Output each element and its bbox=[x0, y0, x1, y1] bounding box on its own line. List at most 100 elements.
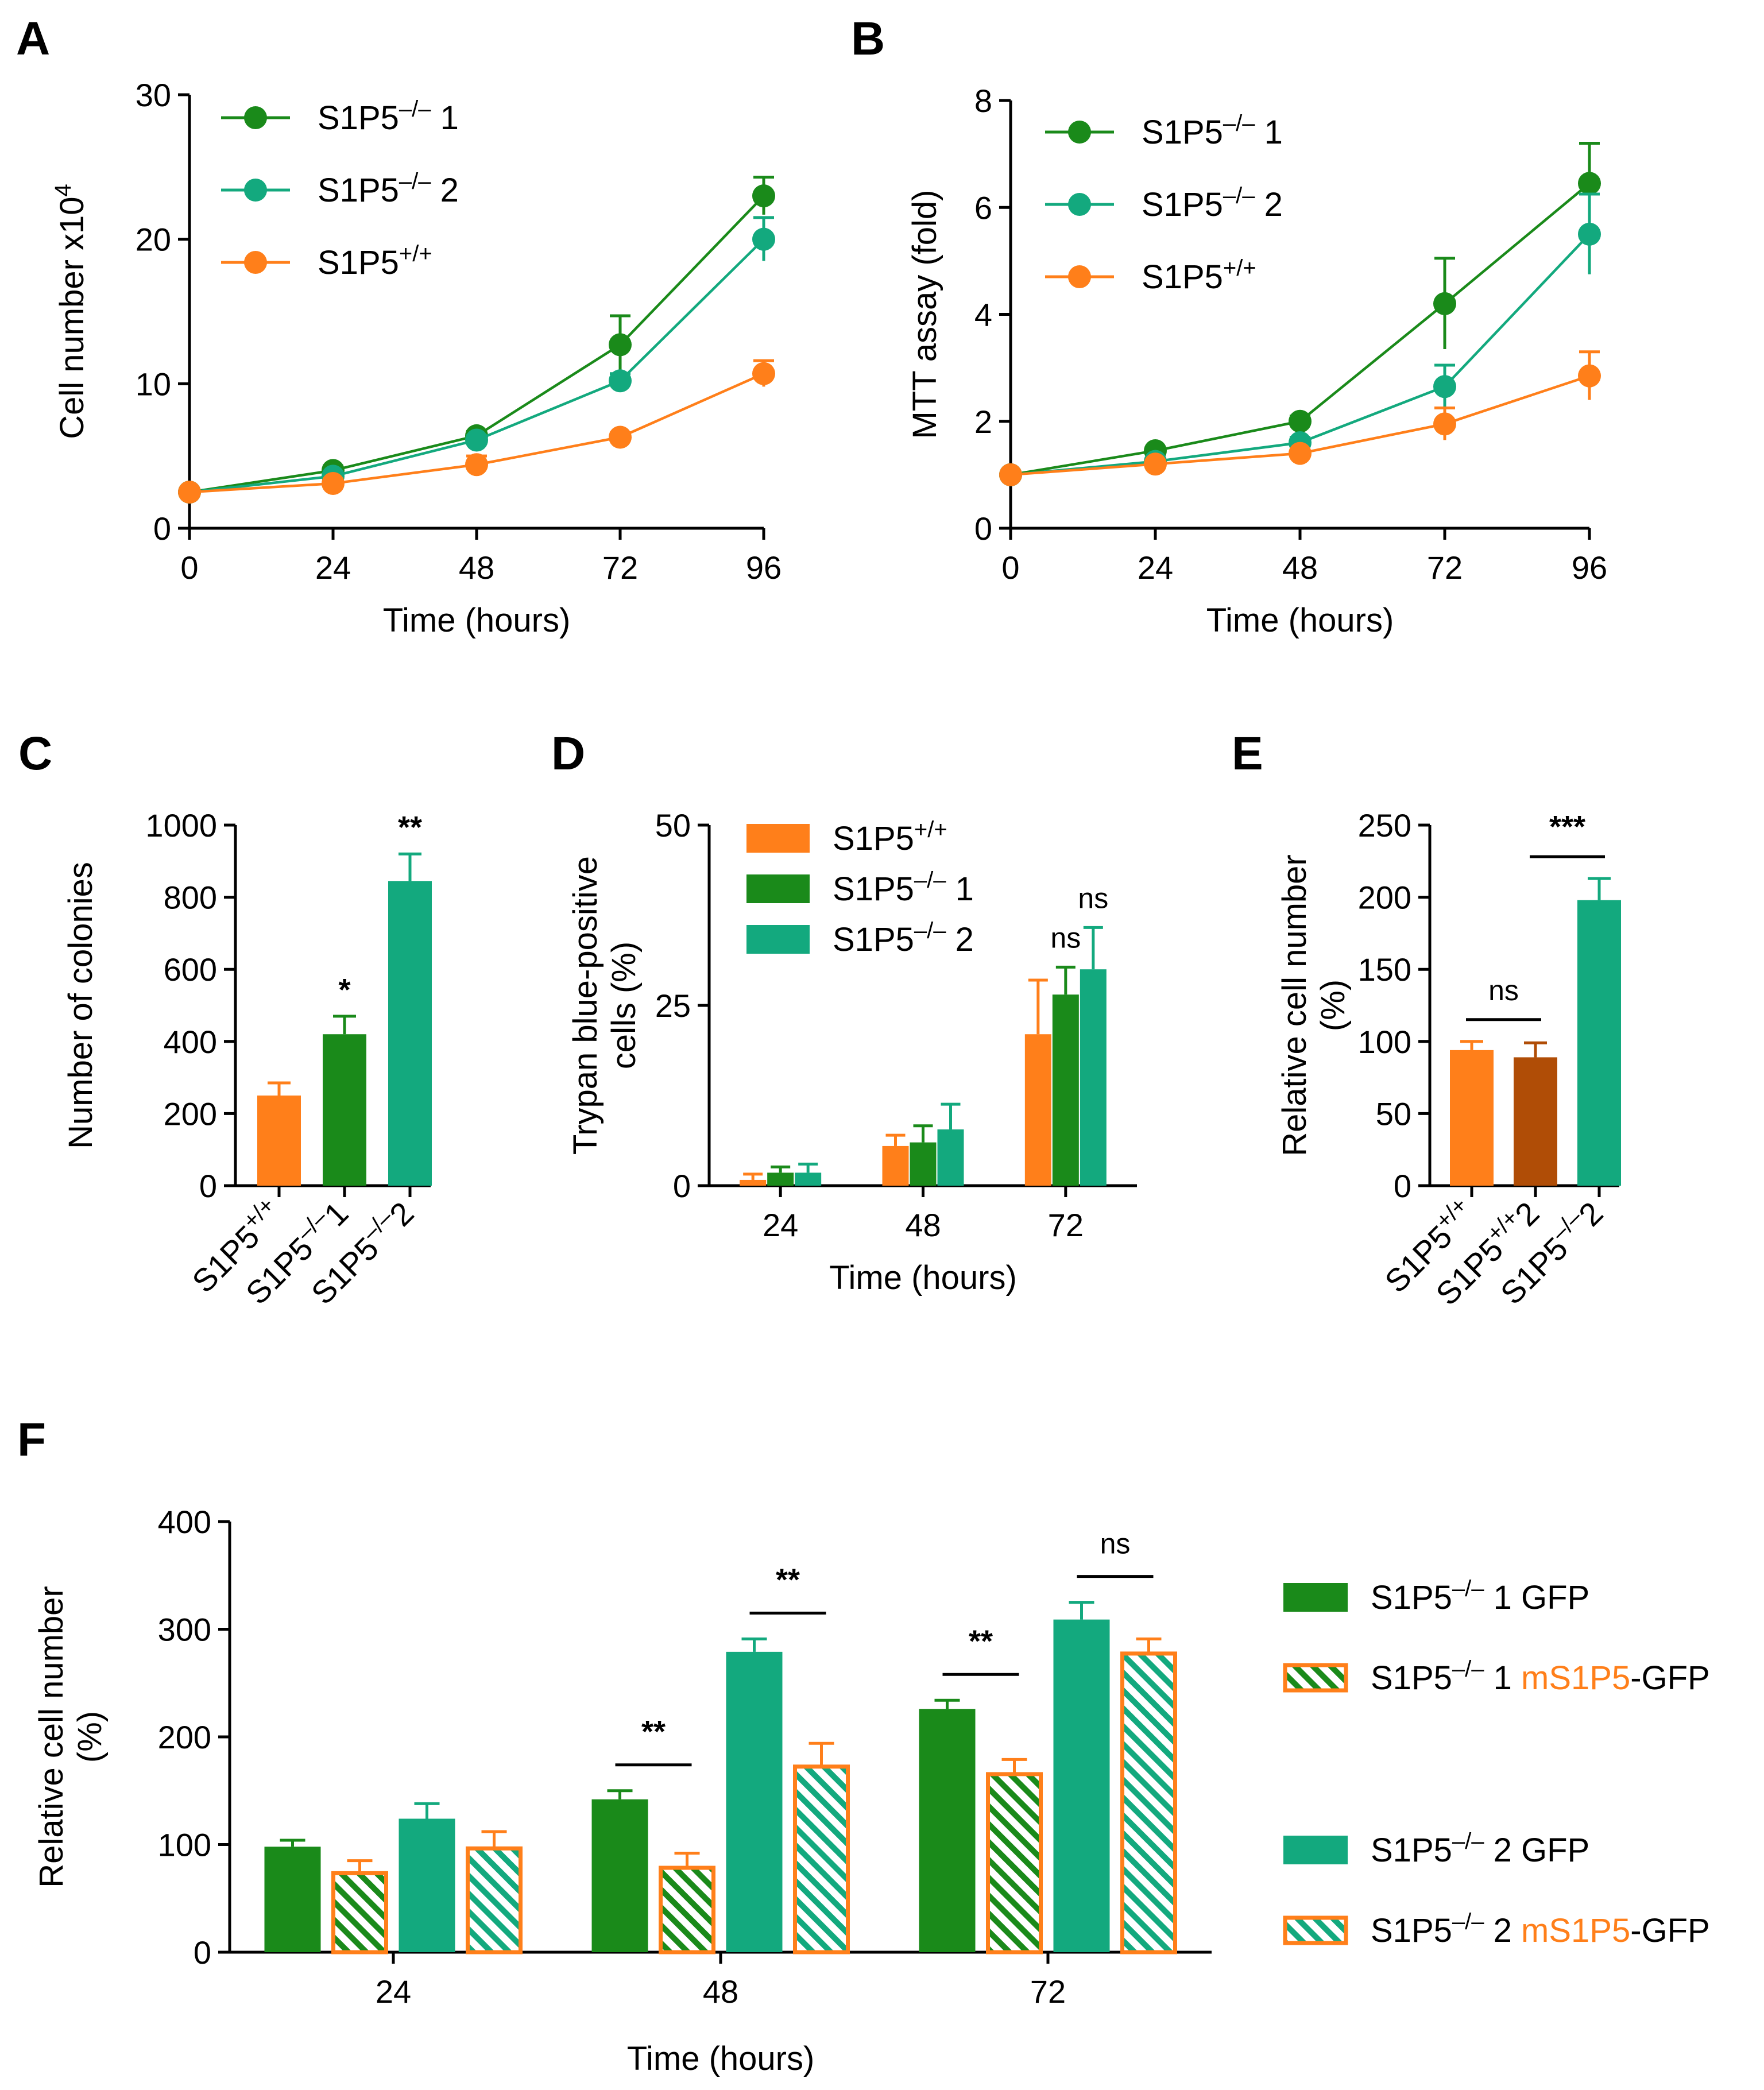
panel-f-ytick-label: 300 bbox=[158, 1612, 211, 1648]
panel-a-xtick-label: 96 bbox=[746, 549, 782, 586]
panel-a-data-point bbox=[752, 362, 775, 385]
panel-d-x-axis-title: Time (hours) bbox=[829, 1259, 1017, 1296]
panel-e-ytick-label: 0 bbox=[1394, 1168, 1411, 1204]
panel-d-significance-label: ns bbox=[1050, 922, 1081, 954]
panel-f-y-axis-title: Relative cell number(%) bbox=[33, 1586, 109, 1887]
panel-e-ytick-label: 250 bbox=[1358, 807, 1411, 843]
panel-e-ytick-label: 100 bbox=[1358, 1024, 1411, 1060]
panel-a-legend-label: S1P5+/+ bbox=[318, 241, 432, 281]
panel-c-ytick-label: 400 bbox=[164, 1024, 217, 1060]
panel-f-bar bbox=[399, 1818, 455, 1952]
panel-d-ytick-label: 50 bbox=[655, 807, 691, 843]
panel-a-data-point bbox=[752, 184, 775, 208]
panel-a-ytick-label: 10 bbox=[136, 366, 171, 402]
panel-d-bar bbox=[795, 1172, 822, 1186]
panel-d-trypan-blue-chart: D 0 25 50 Trypan blue-positivecells (%) 24 48 7… bbox=[551, 727, 1137, 1296]
panel-e-bar bbox=[1514, 1057, 1557, 1186]
panel-a-legend-label: S1P5–/– 2 bbox=[318, 169, 459, 209]
panel-b-xtick-label: 72 bbox=[1427, 549, 1463, 586]
panel-b-data-point bbox=[1578, 364, 1601, 388]
panel-a-legend-marker bbox=[244, 106, 267, 129]
panel-c-ytick-label: 600 bbox=[164, 951, 217, 988]
panel-d-legend-swatch bbox=[746, 874, 810, 903]
panel-d-significance-label: ns bbox=[1078, 882, 1108, 914]
panel-f-x-axis-title: Time (hours) bbox=[627, 2040, 815, 2077]
panel-d-y-axis-title: Trypan blue-positivecells (%) bbox=[567, 856, 643, 1155]
panel-d-xtick-label: 24 bbox=[763, 1207, 798, 1243]
panel-b-ytick-label: 2 bbox=[974, 404, 992, 440]
panel-a-ytick-label: 0 bbox=[153, 510, 171, 547]
panel-b-legend-marker bbox=[1068, 193, 1091, 216]
panel-a-legend-marker bbox=[244, 179, 267, 202]
panel-b-data-point bbox=[1433, 292, 1456, 315]
panel-d-bar bbox=[910, 1142, 937, 1186]
panel-a-ytick-label: 20 bbox=[136, 222, 171, 258]
panel-a-data-point bbox=[178, 481, 201, 504]
panel-c-ytick-label: 200 bbox=[164, 1096, 217, 1132]
panel-d-ytick-label: 25 bbox=[655, 988, 691, 1024]
panel-a-ytick-label: 30 bbox=[136, 77, 171, 113]
panel-e-bar bbox=[1450, 1050, 1494, 1186]
panel-e-significance-label: ns bbox=[1488, 974, 1519, 1007]
panel-c-y-axis-title: Number of colonies bbox=[62, 862, 99, 1149]
panel-b-xtick-label: 0 bbox=[1001, 549, 1019, 586]
panel-a-xtick-label: 72 bbox=[602, 549, 638, 586]
panel-b-data-point bbox=[1433, 412, 1456, 436]
panel-b-legend-marker bbox=[1068, 121, 1091, 144]
panel-e-ytick-label: 50 bbox=[1376, 1096, 1411, 1132]
panel-b-data-point bbox=[1289, 409, 1312, 433]
panel-c-bar bbox=[388, 881, 432, 1186]
panel-f-legend-swatch bbox=[1283, 1583, 1348, 1612]
panel-a-x-axis-title: Time (hours) bbox=[383, 602, 571, 639]
panel-a-xtick-label: 24 bbox=[315, 549, 351, 586]
panel-f-bar bbox=[659, 1865, 715, 1954]
panel-d-bar bbox=[1052, 994, 1079, 1186]
panel-a-data-point bbox=[322, 471, 345, 495]
panel-f-significance-label: ** bbox=[969, 1624, 993, 1658]
panel-f-ytick-label: 200 bbox=[158, 1719, 211, 1755]
panel-d-legend-label: S1P5+/+ bbox=[833, 817, 947, 857]
panel-c-significance-label: ** bbox=[398, 810, 422, 845]
panel-f-significance-label: ns bbox=[1100, 1528, 1131, 1560]
panel-f-bar bbox=[331, 1871, 388, 1954]
panel-b-letter: B bbox=[851, 13, 885, 65]
panel-e-bar bbox=[1577, 900, 1621, 1186]
panel-f-significance-label: ** bbox=[776, 1562, 800, 1597]
panel-c-bar bbox=[323, 1034, 366, 1186]
panel-f-legend-label: S1P5–/– 2 GFP bbox=[1371, 1829, 1589, 1869]
panel-b-legend-label: S1P5–/– 2 bbox=[1142, 183, 1283, 223]
panel-f-bar bbox=[793, 1764, 850, 1954]
panel-f-bar bbox=[1120, 1651, 1177, 1954]
panel-f-rescue-chart: F 0 100 200 300 400 Relative cell number(%) 24 4… bbox=[17, 1414, 1710, 2077]
panel-a-data-point bbox=[465, 453, 488, 477]
panel-c-significance-label: * bbox=[338, 973, 350, 1007]
panel-f-ytick-label: 400 bbox=[158, 1504, 211, 1540]
panel-d-bar bbox=[767, 1172, 794, 1186]
panel-f-xtick-label: 48 bbox=[703, 1973, 738, 2010]
panel-f-bar bbox=[919, 1709, 976, 1952]
panel-f-legend-swatch bbox=[1283, 1915, 1348, 1945]
panel-d-legend-label: S1P5–/– 2 bbox=[833, 918, 974, 958]
panel-a-data-point bbox=[609, 425, 632, 449]
panel-f-letter: F bbox=[17, 1414, 46, 1466]
panel-a-data-point bbox=[752, 227, 775, 251]
panel-b-ytick-label: 4 bbox=[974, 297, 992, 333]
panel-e-letter: E bbox=[1232, 727, 1263, 780]
panel-c-bar bbox=[257, 1096, 301, 1186]
panel-c-ytick-label: 1000 bbox=[145, 807, 217, 843]
panel-f-bar bbox=[1053, 1619, 1110, 1952]
panel-a-legend-label: S1P5–/– 1 bbox=[318, 96, 459, 137]
panel-b-ytick-label: 8 bbox=[974, 83, 992, 119]
panel-b-data-point bbox=[999, 463, 1022, 486]
panel-b-xtick-label: 24 bbox=[1138, 549, 1173, 586]
panel-b-legend-marker bbox=[1068, 265, 1091, 288]
panel-f-legend-swatch bbox=[1283, 1836, 1348, 1864]
panel-d-legend-swatch bbox=[746, 824, 810, 853]
panel-e-ytick-label: 150 bbox=[1358, 951, 1411, 988]
panel-f-significance-label: ** bbox=[641, 1714, 666, 1749]
panel-d-bar bbox=[1024, 1034, 1051, 1186]
panel-d-xtick-label: 72 bbox=[1048, 1207, 1084, 1243]
